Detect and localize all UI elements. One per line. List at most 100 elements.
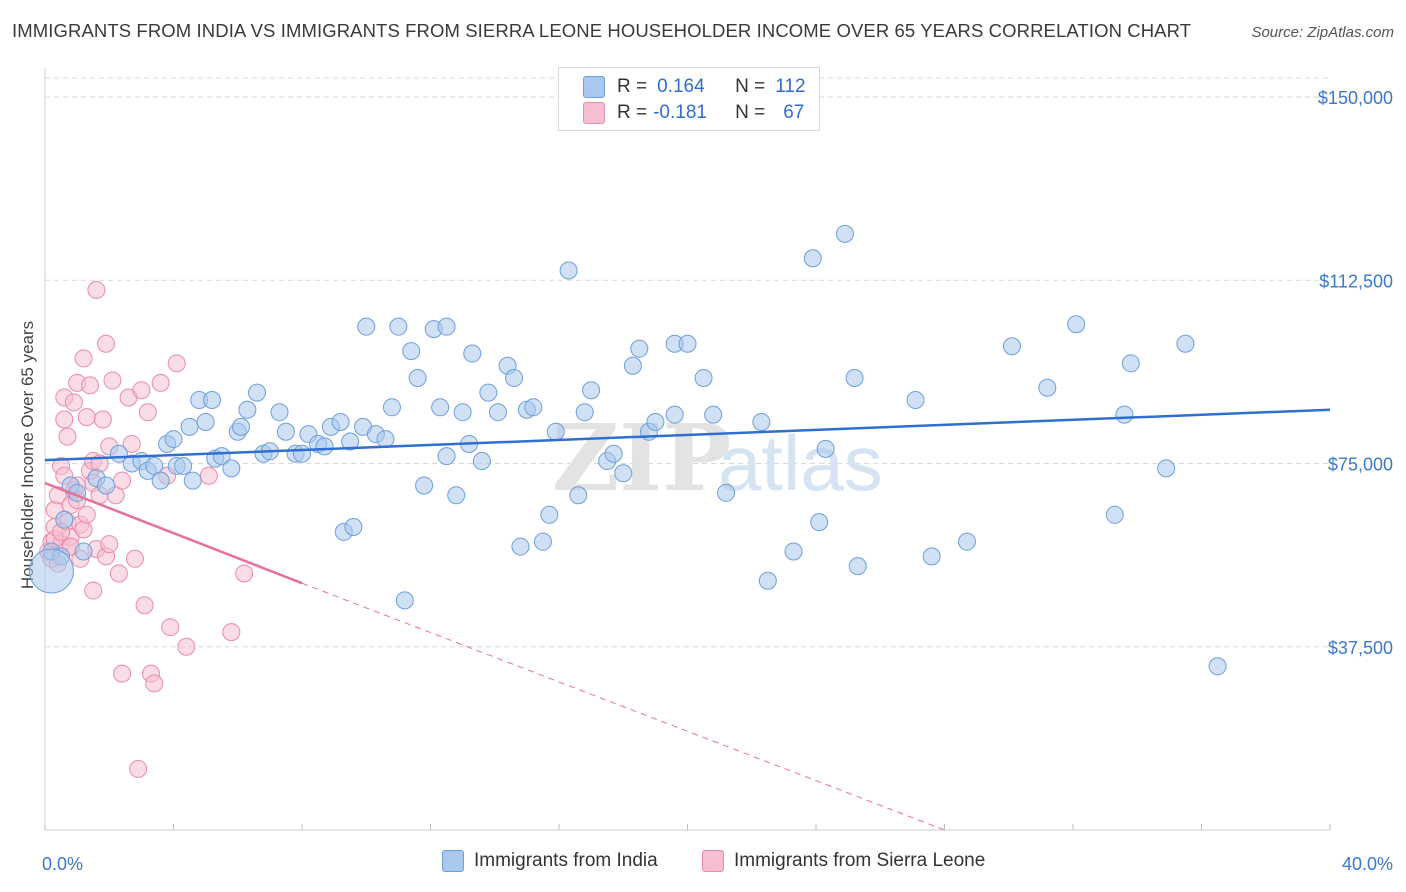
india-point (604, 444, 623, 463)
india-point (957, 532, 976, 551)
india-point (276, 422, 295, 441)
sierra-leone-point (84, 581, 103, 600)
india-point (293, 444, 311, 463)
sierra-leone-point (135, 596, 154, 615)
source-label: Source: ZipAtlas.com (1251, 24, 1394, 41)
india-point (74, 542, 93, 561)
india-point (97, 476, 116, 495)
sierra-leone-point (80, 376, 99, 395)
india-point (845, 368, 864, 387)
legend-sierra-leone-swatch (702, 850, 724, 872)
legend-item-india: Immigrants from India (442, 850, 658, 872)
sierra-leone-point (235, 564, 254, 583)
india-point (270, 403, 289, 422)
india-swatch (583, 76, 605, 98)
sierra-leone-point (161, 618, 180, 637)
sierra-leone-swatch (583, 102, 605, 124)
india-point (376, 430, 395, 449)
india-point (222, 459, 241, 478)
sierra-leone-point (132, 381, 151, 400)
sierra-leone-trend-line (44, 481, 303, 585)
sierra-leone-point (97, 334, 116, 353)
india-point (575, 403, 594, 422)
india-point (1002, 337, 1021, 356)
india-point (1115, 405, 1134, 424)
sierra-leone-points (39, 281, 254, 778)
india-point (472, 452, 491, 471)
sierra-leone-n-label: N = (735, 102, 766, 123)
india-point (1067, 315, 1086, 334)
chart-title: IMMIGRANTS FROM INDIA VS IMMIGRANTS FROM… (12, 20, 1192, 41)
sierra-leone-point (125, 549, 144, 568)
india-point (231, 417, 250, 436)
x-tick-label: 0.0% (42, 854, 83, 874)
india-point (402, 342, 421, 361)
india-point (524, 398, 543, 417)
correlation-legend: R = 0.164 N = 112 R = -0.181 N = 67 (558, 67, 820, 131)
india-point (357, 317, 376, 336)
sierra-leone-point (145, 674, 164, 693)
india-point (408, 368, 427, 387)
sierra-leone-point (199, 466, 218, 485)
india-point (540, 505, 559, 524)
india-point (437, 447, 456, 466)
india-point (180, 417, 199, 436)
sierra-leone-point (129, 759, 148, 778)
india-point (183, 471, 202, 490)
y-tick-label: $75,000 (1328, 455, 1393, 475)
axes (44, 68, 1331, 831)
sierra-leone-r-value: -0.181 (653, 102, 707, 123)
india-point (678, 334, 697, 353)
series-legend: Immigrants from India Immigrants from Si… (0, 850, 1406, 880)
india-point (382, 398, 401, 417)
india-point (55, 510, 74, 529)
india-point (1038, 378, 1057, 397)
india-point (1157, 459, 1176, 478)
sierra-leone-point (109, 564, 128, 583)
india-point (1121, 354, 1140, 373)
sierra-leone-n-value: 67 (783, 102, 805, 123)
sierra-leone-point (74, 349, 93, 368)
india-point (694, 368, 713, 387)
india-point (164, 430, 183, 449)
sierra-leone-point (113, 664, 132, 683)
india-point (835, 224, 854, 243)
india-point (395, 591, 414, 610)
india-point (665, 405, 684, 424)
y-tick-label: $37,500 (1328, 638, 1393, 658)
india-point (453, 403, 472, 422)
india-point (151, 471, 170, 490)
india-point (488, 403, 507, 422)
india-point (344, 518, 363, 537)
india-point (704, 405, 723, 424)
sierra-leone-point (138, 403, 157, 422)
sierra-leone-point (222, 623, 241, 642)
x-tick-label: 40.0% (1342, 854, 1393, 874)
india-point (630, 339, 649, 358)
india-point (848, 557, 867, 576)
india-trend-line (44, 408, 1331, 462)
india-point (174, 456, 193, 475)
trend-lines (44, 408, 1331, 831)
sierra-leone-point (122, 434, 141, 453)
india-point (803, 249, 822, 268)
legend-india-swatch (442, 850, 464, 872)
india-point (816, 439, 835, 458)
india-point (437, 317, 456, 336)
india-point (1208, 657, 1227, 676)
india-point (922, 547, 941, 566)
india-point (196, 412, 215, 431)
sierra-leone-point (58, 427, 77, 446)
india-r-value: 0.164 (657, 76, 705, 97)
india-point (582, 381, 601, 400)
india-point (248, 383, 267, 402)
sierra-leone-point (113, 471, 132, 490)
india-r-label: R = (617, 76, 648, 97)
india-point (463, 344, 482, 363)
india-point (431, 398, 450, 417)
india-point (341, 432, 360, 451)
india-point (614, 464, 633, 483)
india-point (646, 412, 665, 431)
y-tick-label: $112,500 (1319, 271, 1393, 291)
